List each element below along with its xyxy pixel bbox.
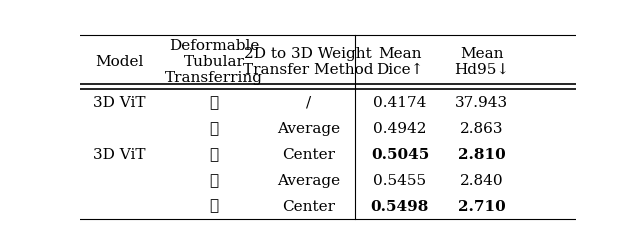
- Text: Deformable
Tubular
Transferring: Deformable Tubular Transferring: [165, 39, 263, 85]
- Text: Mean
Hd95↓: Mean Hd95↓: [454, 47, 509, 77]
- Text: 3D ViT: 3D ViT: [93, 96, 146, 110]
- Text: 0.5498: 0.5498: [371, 199, 429, 213]
- Text: Mean
Dice↑: Mean Dice↑: [376, 47, 424, 77]
- Text: 0.4174: 0.4174: [373, 96, 427, 110]
- Text: 2D to 3D Weight
Transfer Method: 2D to 3D Weight Transfer Method: [243, 47, 373, 77]
- Text: 2.810: 2.810: [458, 147, 506, 161]
- Text: 0.5455: 0.5455: [373, 173, 426, 187]
- Text: 0.5045: 0.5045: [371, 147, 429, 161]
- Text: ✓: ✓: [209, 173, 218, 187]
- Text: 2.710: 2.710: [458, 199, 506, 213]
- Text: 2.863: 2.863: [460, 122, 504, 135]
- Text: 0.4942: 0.4942: [373, 122, 427, 135]
- Text: 2.840: 2.840: [460, 173, 504, 187]
- Text: ✗: ✗: [209, 96, 218, 110]
- Text: Average: Average: [276, 173, 340, 187]
- Text: Model: Model: [95, 55, 144, 69]
- Text: Center: Center: [282, 199, 335, 213]
- Text: /: /: [305, 96, 311, 110]
- Text: ✗: ✗: [209, 147, 218, 161]
- Text: Average: Average: [276, 122, 340, 135]
- Text: ✗: ✗: [209, 122, 218, 135]
- Text: ✓: ✓: [209, 199, 218, 213]
- Text: 3D ViT: 3D ViT: [93, 147, 146, 161]
- Text: 37.943: 37.943: [455, 96, 508, 110]
- Text: Center: Center: [282, 147, 335, 161]
